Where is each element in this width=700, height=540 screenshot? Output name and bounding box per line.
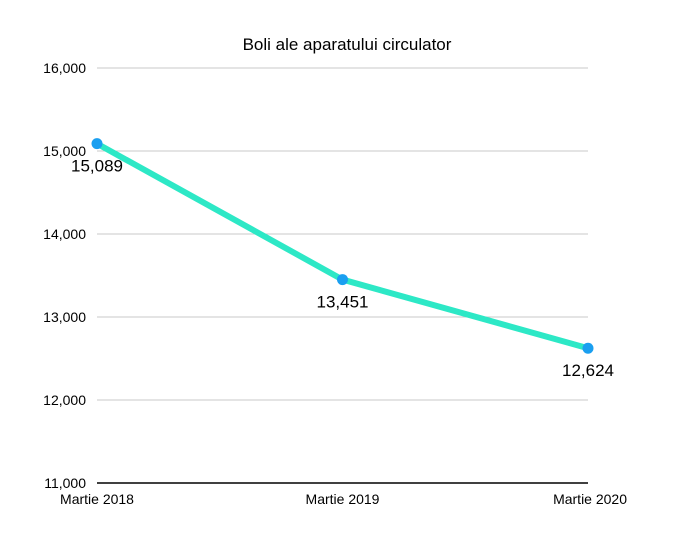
- x-tick-label: Martie 2019: [306, 491, 380, 507]
- y-tick-label: 12,000: [43, 392, 86, 408]
- chart-title: Boli ale aparatului circulator: [243, 35, 452, 54]
- data-point: [337, 274, 348, 286]
- x-tick-label: Martie 2018: [60, 491, 134, 507]
- y-tick-label: 13,000: [43, 309, 86, 325]
- x-tick-label: Martie 2020: [553, 491, 627, 507]
- data-label: 13,451: [317, 293, 369, 312]
- data-point: [91, 138, 103, 150]
- y-tick-label: 15,000: [43, 143, 86, 159]
- data-labels: 15,089 13,451 12,624: [71, 157, 614, 381]
- data-point: [582, 342, 594, 354]
- y-tick-label: 14,000: [43, 226, 86, 242]
- y-tick-label: 11,000: [44, 475, 86, 491]
- data-markers: [91, 138, 594, 354]
- series-line-group: [94, 140, 591, 352]
- gridlines: [97, 67, 588, 484]
- y-axis-ticks: 11,000 12,000 13,000 14,000 15,000 16,000: [43, 60, 86, 491]
- y-tick-label: 16,000: [43, 60, 86, 76]
- x-axis-ticks: Martie 2018 Martie 2019 Martie 2020: [60, 491, 627, 507]
- data-label: 15,089: [71, 157, 123, 176]
- data-label: 12,624: [562, 361, 614, 380]
- series-line: [94, 140, 591, 352]
